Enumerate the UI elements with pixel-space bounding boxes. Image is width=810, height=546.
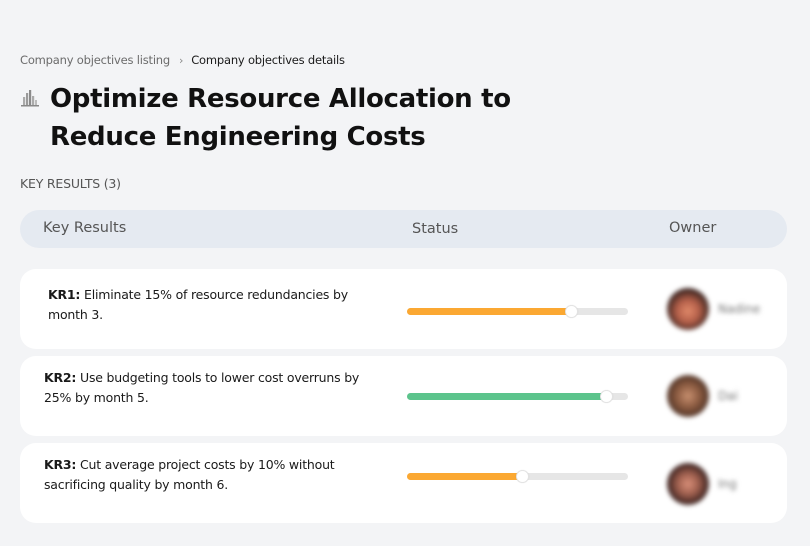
progress-thumb — [599, 390, 613, 403]
key-results-section-label: KEY RESULTS (3) — [20, 176, 121, 191]
key-result-description: KR2: Use budgeting tools to lower cost o… — [44, 370, 360, 405]
avatar — [667, 463, 709, 505]
key-result-row[interactable]: KR2: Use budgeting tools to lower cost o… — [20, 356, 787, 436]
building-chart-icon — [20, 88, 40, 108]
avatar — [667, 375, 709, 417]
owner[interactable]: Ing — [667, 463, 737, 505]
breadcrumb-current: Company objectives details — [191, 53, 345, 67]
page-title: Optimize Resource Allocation to Reduce E… — [50, 84, 511, 152]
progress-fill — [407, 308, 571, 315]
owner-name: Ing — [718, 477, 737, 491]
key-result-id: KR1: — [48, 287, 81, 302]
key-result-id: KR3: — [44, 457, 77, 472]
progress-bar — [407, 305, 628, 318]
key-result-description: KR3: Cut average project costs by 10% wi… — [44, 457, 335, 492]
key-result-row[interactable]: KR3: Cut average project costs by 10% wi… — [20, 443, 787, 523]
progress-bar — [407, 470, 628, 483]
column-header-key-results: Key Results — [43, 220, 127, 236]
owner-name: Nadine — [718, 302, 761, 316]
progress-fill — [407, 473, 522, 480]
table-header: Key Results Status Owner — [20, 210, 787, 248]
avatar — [667, 288, 709, 330]
owner-name: Dai — [718, 389, 738, 403]
chevron-right-icon: › — [179, 53, 184, 67]
column-header-status: Status — [412, 221, 459, 237]
progress-fill — [407, 393, 606, 400]
owner[interactable]: Dai — [667, 375, 738, 417]
progress-thumb — [564, 305, 578, 318]
progress-thumb — [515, 470, 529, 483]
title-row: Optimize Resource Allocation to Reduce E… — [20, 80, 610, 156]
key-result-row[interactable]: KR1: Eliminate 15% of resource redundanc… — [20, 269, 787, 349]
key-result-description: KR1: Eliminate 15% of resource redundanc… — [48, 287, 348, 322]
key-result-id: KR2: — [44, 370, 77, 385]
breadcrumb-parent-link[interactable]: Company objectives listing — [20, 53, 170, 67]
column-header-owner: Owner — [669, 220, 717, 236]
breadcrumb: Company objectives listing › Company obj… — [20, 53, 345, 67]
progress-bar — [407, 390, 628, 403]
owner[interactable]: Nadine — [667, 288, 760, 330]
